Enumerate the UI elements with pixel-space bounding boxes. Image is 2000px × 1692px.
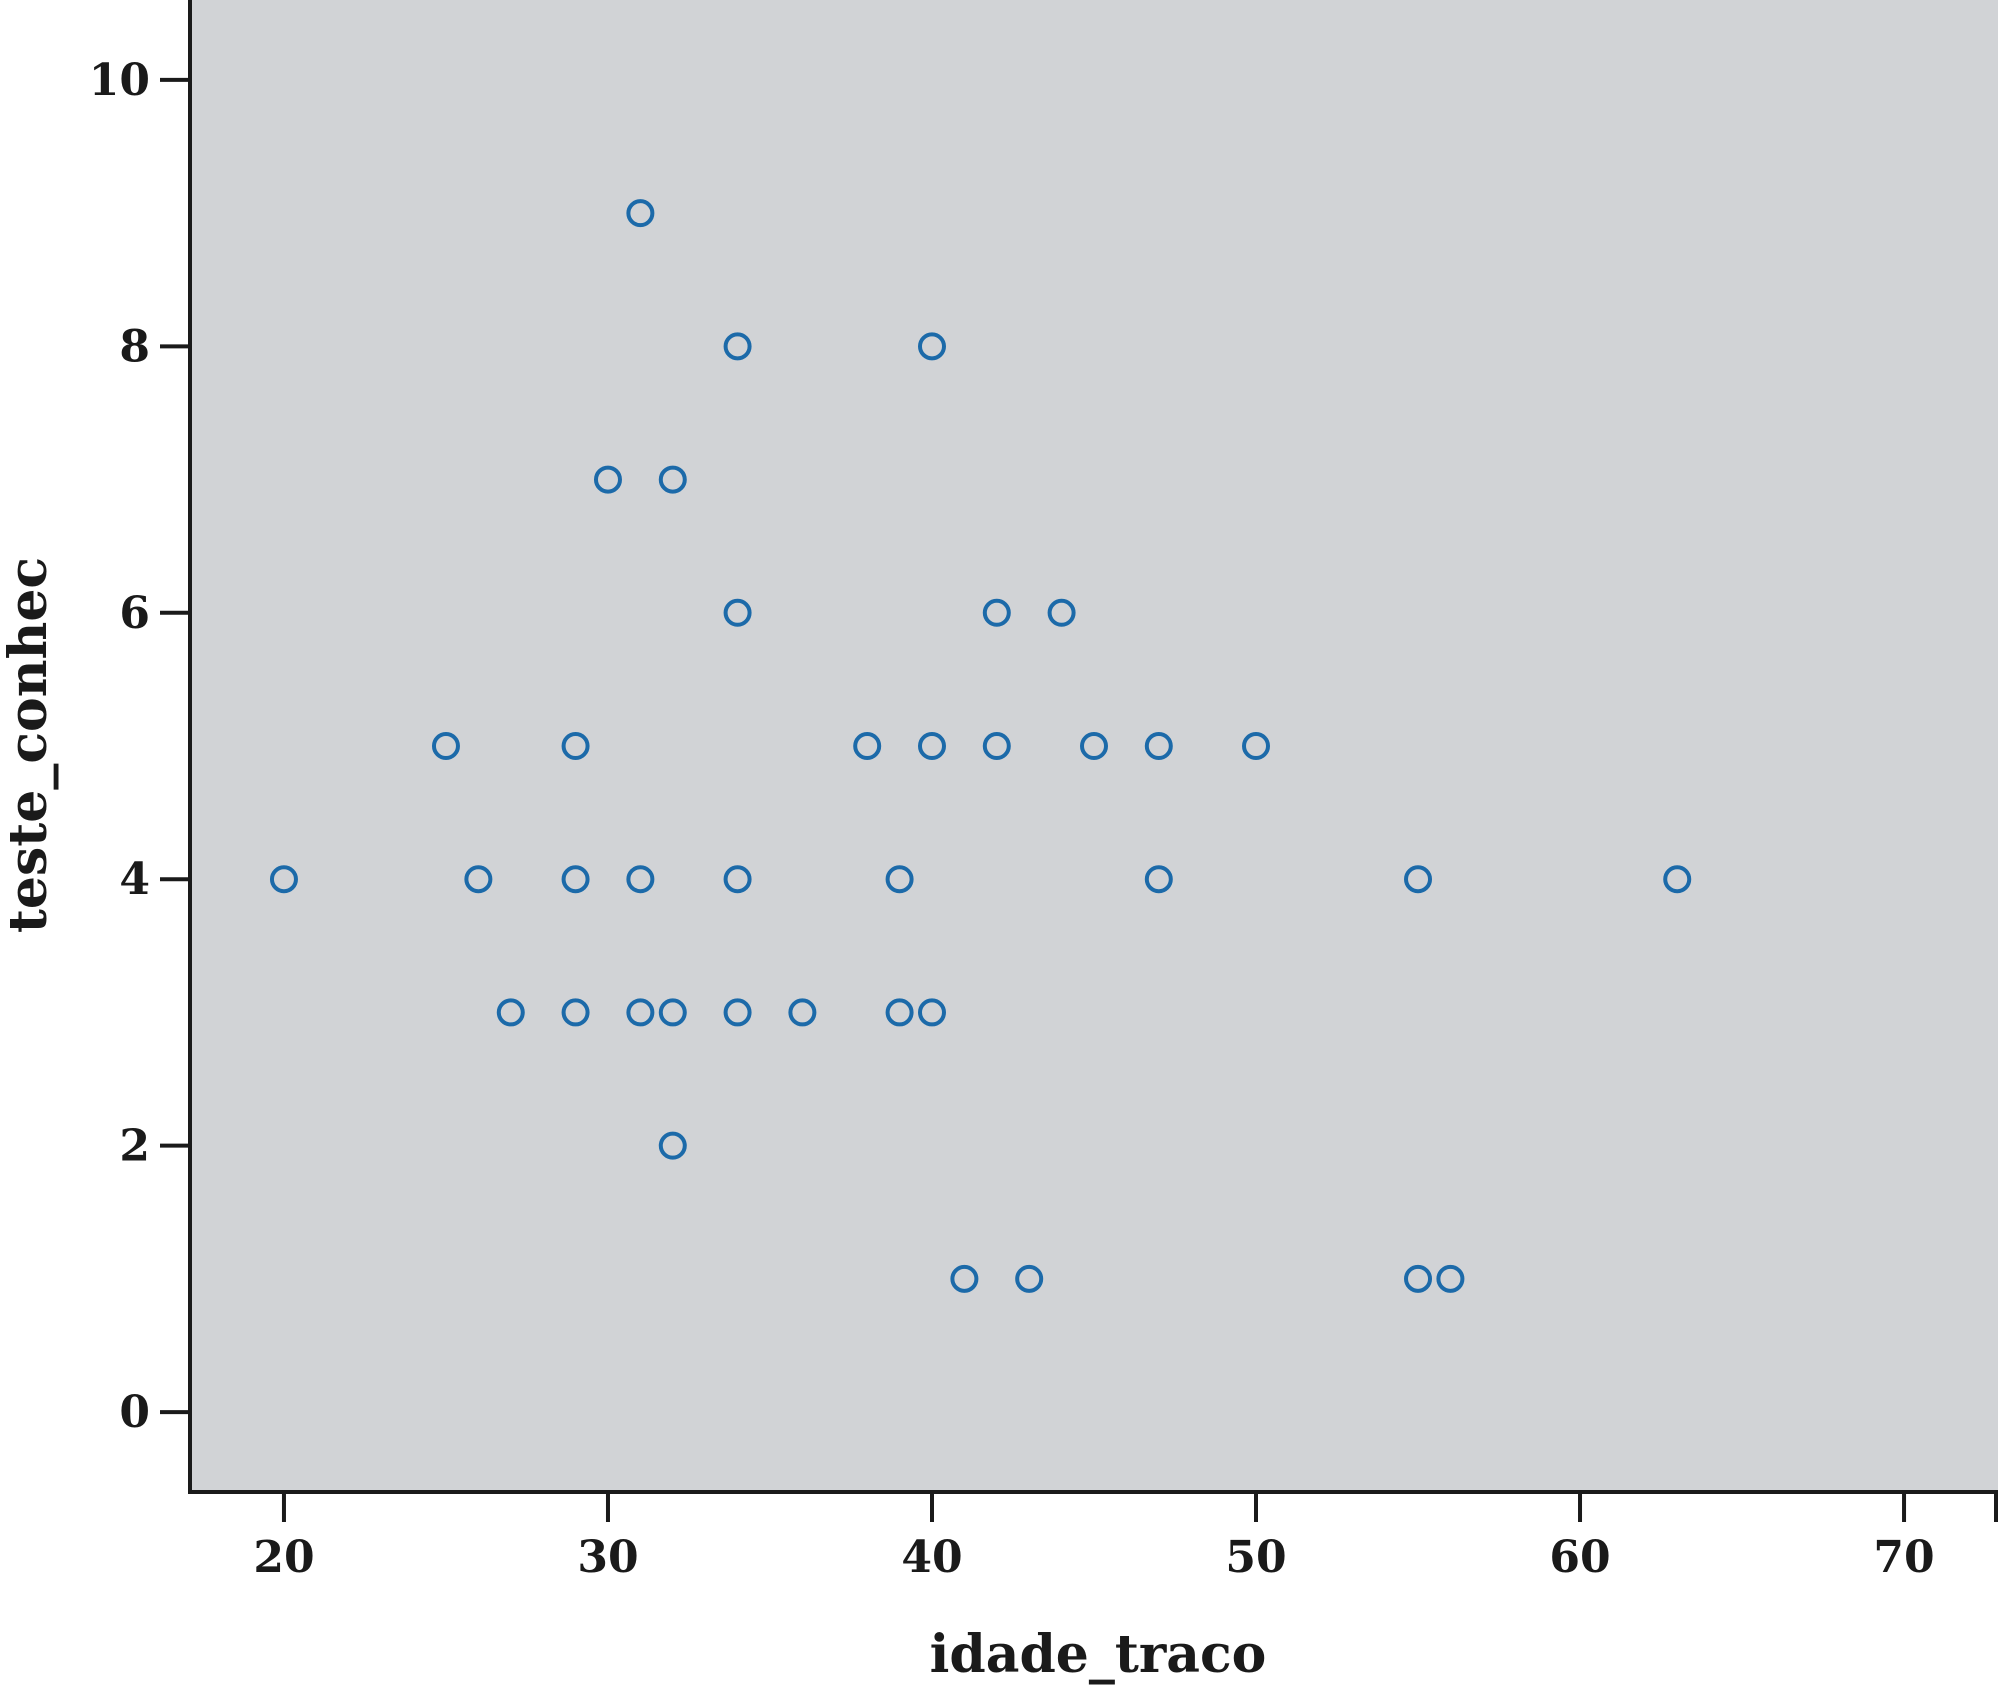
data-point	[917, 332, 946, 361]
data-point	[658, 998, 687, 1027]
data-point	[593, 465, 622, 494]
data-point	[496, 998, 525, 1027]
data-point	[626, 998, 655, 1027]
data-point	[561, 998, 590, 1027]
data-point	[1047, 598, 1076, 627]
data-point	[723, 598, 752, 627]
x-tick-label: 70	[1873, 1532, 1934, 1583]
data-point	[885, 998, 914, 1027]
data-point	[561, 732, 590, 760]
data-point	[950, 1264, 979, 1293]
data-point	[1242, 732, 1271, 760]
data-point	[1404, 1264, 1433, 1293]
data-points	[269, 199, 1692, 1293]
y-tick-label: 6	[119, 588, 150, 639]
data-point	[788, 998, 817, 1027]
data-point	[658, 1131, 687, 1160]
plot-area	[190, 0, 1998, 1492]
data-point	[723, 998, 752, 1027]
data-point	[917, 998, 946, 1027]
data-point	[1436, 1264, 1465, 1293]
x-axis-title: idade_traco	[930, 1624, 1267, 1685]
data-point	[885, 865, 914, 894]
data-point	[1404, 865, 1433, 894]
data-point	[982, 732, 1011, 760]
axes: 0 2 4 6 8 10 20 30 40 50 60 70	[89, 0, 1998, 1583]
y-tick-label: 4	[119, 854, 150, 905]
data-point	[1144, 732, 1173, 760]
y-axis-title: teste_conhec	[0, 557, 59, 933]
data-point	[431, 732, 460, 760]
y-tick-label: 0	[119, 1387, 150, 1438]
data-point	[723, 332, 752, 361]
data-point	[269, 865, 298, 894]
data-point	[658, 465, 687, 494]
data-point	[561, 865, 590, 894]
data-point	[853, 732, 882, 760]
data-point	[917, 732, 946, 760]
y-tick-label: 10	[89, 55, 150, 106]
x-tick-label: 30	[577, 1532, 638, 1583]
x-tick-label: 60	[1549, 1532, 1610, 1583]
data-point	[626, 865, 655, 894]
data-point	[1015, 1264, 1044, 1293]
x-tick-label: 40	[901, 1532, 962, 1583]
x-tick-label: 50	[1225, 1532, 1286, 1583]
data-point	[626, 199, 655, 228]
data-point	[1663, 865, 1692, 894]
data-point	[982, 598, 1011, 627]
data-point	[1144, 865, 1173, 894]
y-tick-label: 8	[119, 321, 150, 372]
data-point	[723, 865, 752, 894]
x-tick-label: 20	[253, 1532, 314, 1583]
data-point	[1080, 732, 1108, 760]
y-tick-label: 2	[119, 1121, 150, 1172]
data-point	[464, 865, 493, 894]
